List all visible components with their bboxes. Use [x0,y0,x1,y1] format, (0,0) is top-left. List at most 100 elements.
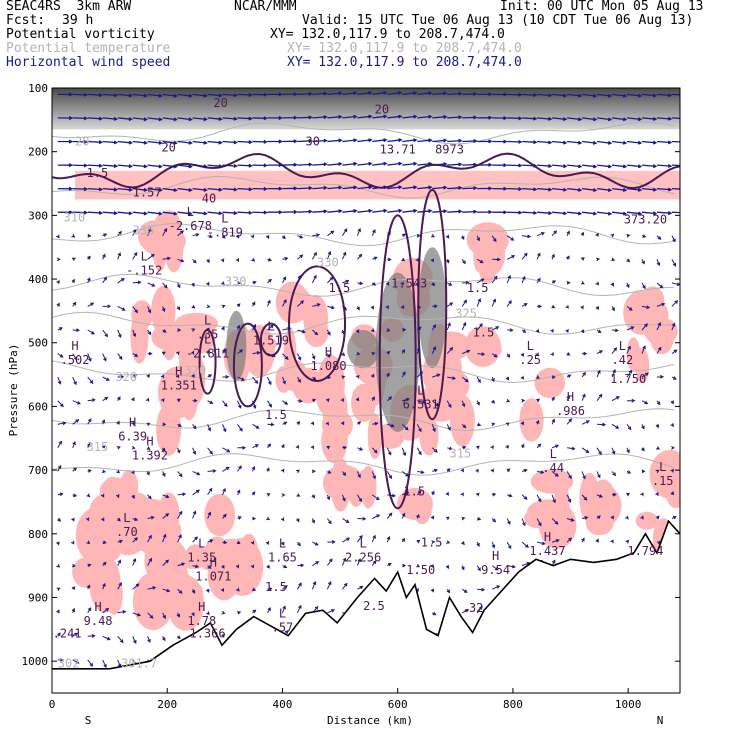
wind-vector [611,187,628,192]
pv-contour-label: 20 [213,96,227,110]
wind-vector [536,541,546,546]
wind-vector [460,468,464,473]
wind-vector [506,255,516,260]
wind-vector [671,349,678,355]
wind-vector [221,633,226,638]
wind-vector [401,447,407,457]
wind-vector [477,210,493,214]
wind-vector [417,161,433,166]
wind-vector [280,468,285,473]
theta-label: 330 [225,274,247,288]
wind-vector [191,588,196,594]
wind-vector [340,397,344,402]
wind-vector [341,251,347,260]
theta-label: 335 [133,223,155,237]
extremum-value: 1.366 [189,627,225,641]
wind-vector [462,162,478,167]
wind-vector [282,326,292,331]
wind-vector [87,659,94,667]
wind-vector [462,115,478,120]
wind-vector [237,516,242,520]
wind-vector [222,447,231,453]
wind-vector [372,185,388,190]
wind-vector [267,422,275,427]
wind-vector [147,494,152,500]
wind-vector [87,563,92,568]
extremum-marker: L [198,536,205,550]
wind-vector [267,186,283,191]
wind-vector [207,140,223,145]
wind-vector [237,116,253,121]
extremum-value: 1.78 [187,614,216,628]
x-tick-label: 200 [157,698,177,711]
wind-vector [656,346,662,354]
cloud-patch [183,547,199,570]
extremum-marker: H [567,390,574,404]
wind-vector [341,375,346,380]
wind-vector [387,161,403,166]
wind-vector [282,186,298,191]
wind-vector [162,227,168,236]
wind-vector [282,115,298,120]
wind-vector [387,185,403,190]
wind-vector [641,93,658,98]
wind-vector [342,518,350,523]
wind-vector [491,275,498,284]
wind-vector [102,582,106,590]
forecast-label: Fcst: [6,13,46,28]
theta-label: 310 [64,211,86,225]
wind-vector [521,329,527,333]
wind-vector [177,562,186,567]
wind-vector [282,298,287,307]
wind-vector [147,164,163,169]
wind-vector [417,138,433,143]
wind-vector [267,587,273,591]
wind-vector [87,442,91,449]
plot-frame [51,87,681,694]
wind-vector [372,514,381,519]
wind-vector [326,329,331,336]
wind-vector [401,423,409,431]
wind-vector [596,93,613,98]
init-time: Init: 00 UTC Mon 05 Aug 13 [500,0,704,14]
wind-vector [341,494,346,502]
wind-vector [447,446,454,451]
wind-vector [521,518,526,527]
wind-vector [552,140,568,145]
wind-vector [72,441,76,448]
wind-vector [207,565,212,569]
wind-vector [252,210,268,215]
wind-vector [72,467,77,472]
wind-vector [506,235,515,241]
wind-vector [57,353,64,358]
y-tick-label: 600 [28,400,48,413]
theta-label: 320 [115,370,137,384]
wind-vector [102,93,119,98]
wind-vector [506,468,511,473]
wind-vector [221,281,225,285]
wind-vector [550,352,555,357]
wind-vector [386,471,393,480]
wind-vector [221,234,226,239]
wind-vector [611,423,620,429]
wind-vector [566,494,572,503]
wind-vector [162,164,178,169]
wind-vector [491,376,495,383]
wind-vector [237,424,243,432]
wind-vector [402,491,410,496]
wind-vector [476,235,480,242]
wind-vector [102,635,111,641]
extremum-value: .42 [612,353,634,367]
wind-vector [566,281,571,285]
wind-vector [432,373,441,378]
wind-vector [385,281,390,286]
wind-vector [401,537,406,543]
wind-vector [162,559,170,566]
extremum-value: 1.50 [406,563,435,577]
wind-vector [507,210,523,215]
wind-vector [520,353,525,358]
wind-vector [236,303,241,308]
wind-vector [117,305,126,311]
wind-vector [477,139,493,144]
wind-vector [87,634,96,638]
